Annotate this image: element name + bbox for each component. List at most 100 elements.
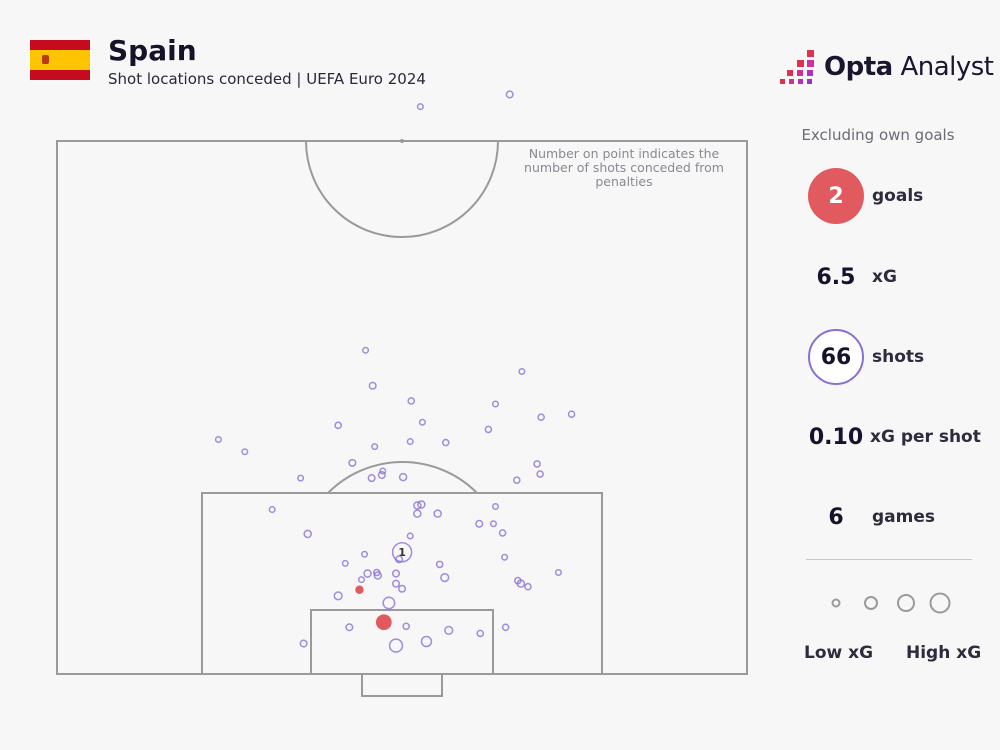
shot-point [505, 90, 514, 99]
stat-xg: 6.5 xG [808, 249, 897, 305]
shot-point [420, 635, 433, 648]
goal [361, 673, 443, 697]
shot-point [373, 571, 383, 580]
stat-shots: 66 shots [808, 329, 924, 385]
goal-shot-point [355, 585, 364, 594]
shot-point [498, 529, 507, 537]
pitch-outline [56, 140, 748, 675]
stat-goals: 2 goals [808, 168, 923, 224]
shot-point [417, 500, 426, 509]
shot-point [554, 568, 562, 577]
shots-layer: 1 [214, 90, 576, 653]
spain-flag-icon [30, 40, 90, 80]
shot-point [398, 584, 407, 593]
divider [806, 559, 972, 560]
shot-point [407, 397, 416, 405]
shot-point [444, 625, 454, 635]
shot-point [241, 448, 249, 456]
shot-point [516, 579, 526, 588]
shot-point [214, 436, 222, 444]
shot-point [524, 582, 532, 591]
games-label: games [872, 507, 936, 527]
shot-point [391, 579, 401, 588]
shot-point [371, 443, 379, 451]
legend-circle-xs [831, 598, 841, 608]
stat-games: 6 games [808, 489, 935, 545]
center-circle [305, 140, 499, 238]
penalty-annotation: Number on point indicates the number of … [524, 146, 724, 189]
goal-shot-point [375, 614, 392, 631]
shot-point [536, 470, 544, 478]
shot-point [395, 555, 404, 564]
legend-circle-sm [864, 596, 878, 610]
shot-point [476, 629, 485, 638]
shot-point [391, 569, 401, 578]
legend-circle-md [897, 594, 915, 612]
shots-value: 66 [808, 329, 864, 385]
shot-point [406, 438, 414, 446]
shot-point [418, 418, 426, 426]
shot-point [416, 103, 424, 111]
logo-product: Analyst [900, 52, 994, 82]
shots-label: shots [872, 347, 925, 367]
xg-per-shot-label: xG per shot [870, 427, 981, 447]
opta-analyst-logo: Opta Analyst [824, 52, 994, 82]
shot-point [297, 474, 305, 482]
penalty-arc [327, 460, 478, 494]
shot-point [537, 413, 545, 422]
shot-point [435, 560, 444, 569]
shot-point [406, 532, 414, 540]
shot-point [341, 559, 349, 567]
logo-brand: Opta [824, 52, 893, 82]
shot-point [268, 506, 276, 514]
shot-point [440, 572, 450, 583]
shot-point [303, 529, 312, 539]
xg-value: 6.5 [816, 264, 856, 290]
shot-point [362, 346, 370, 354]
stat-xg-per-shot: 0.10 xG per shot [808, 409, 981, 465]
shot-point [333, 591, 343, 601]
shot-point [388, 638, 404, 653]
xg-per-shot-value: 0.10 [808, 424, 864, 450]
shot-point [402, 622, 410, 631]
shot-point [433, 509, 442, 518]
shot-point [441, 438, 450, 447]
center-spot [400, 139, 404, 143]
shot-point [413, 501, 422, 510]
shot-point [533, 460, 541, 468]
shot-point [382, 596, 396, 610]
shot-point [413, 509, 422, 518]
shot-point [372, 568, 381, 577]
shot-point [345, 623, 354, 632]
page-title: Spain [108, 34, 197, 67]
shot-point [518, 368, 526, 376]
legend-circle-lg [929, 592, 951, 614]
shot-point [512, 476, 521, 484]
shot-point [491, 503, 500, 511]
opta-logo-icon [780, 50, 814, 84]
shot-point [501, 553, 509, 561]
goals-label: goals [872, 186, 924, 206]
shot-point [489, 520, 497, 528]
shot-point [567, 410, 576, 418]
shot-point [334, 421, 342, 430]
xg-label: xG [872, 267, 897, 287]
shot-point [357, 576, 366, 584]
shot-point [299, 639, 308, 648]
legend-high-label: High xG [906, 643, 982, 663]
shot-point [475, 519, 484, 528]
shot-point [368, 381, 377, 390]
page-subtitle: Shot locations conceded | UEFA Euro 2024 [108, 70, 426, 88]
penalty-count-label: 1 [398, 546, 406, 559]
shot-point [348, 458, 357, 467]
summary-note: Excluding own goals [801, 126, 955, 144]
shot-point [491, 400, 500, 408]
size-legend [831, 592, 951, 614]
shot-point [367, 474, 376, 483]
goals-value: 2 [808, 168, 864, 224]
shot-point [379, 467, 387, 475]
shot-point [398, 472, 408, 482]
legend-low-label: Low xG [804, 643, 874, 663]
